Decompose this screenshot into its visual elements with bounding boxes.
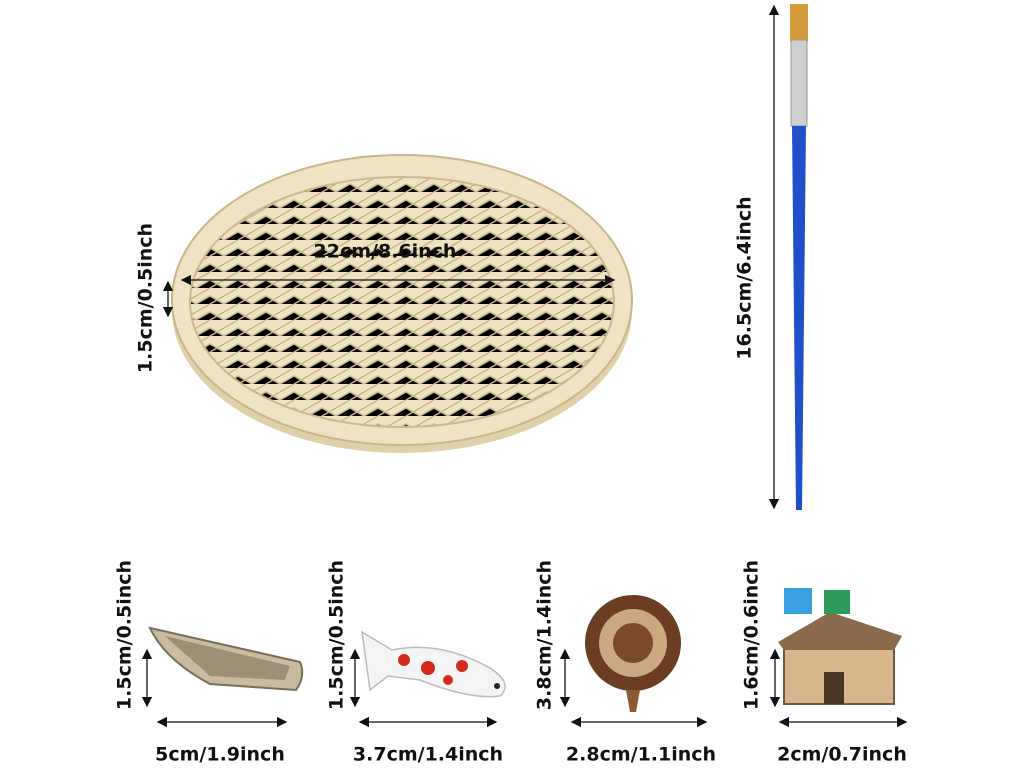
- item-width-label: 2.8cm/1.1inch: [566, 744, 716, 766]
- tray-height-label: 1.5cm/0.5inch: [135, 223, 157, 373]
- mini-house: [778, 588, 902, 705]
- item-width-label: 5cm/1.9inch: [155, 744, 285, 766]
- tray-diameter-label: 22cm/8.6inch: [314, 241, 457, 263]
- boat: [148, 626, 304, 692]
- item-height-label: 3.8cm/1.4inch: [534, 560, 556, 710]
- brush-length-label: 16.5cm/6.4inch: [734, 196, 756, 359]
- koi-fish: [361, 630, 506, 698]
- item-height-label: 1.6cm/0.6inch: [741, 560, 763, 710]
- bamboo-tray: [171, 154, 633, 453]
- pinecone: [585, 595, 681, 712]
- item-height-label: 1.5cm/0.5inch: [114, 560, 136, 710]
- item-width-label: 3.7cm/1.4inch: [353, 744, 503, 766]
- item-width-label: 2cm/0.7inch: [777, 744, 907, 766]
- paint-brush: [790, 4, 808, 510]
- item-height-label: 1.5cm/0.5inch: [326, 560, 348, 710]
